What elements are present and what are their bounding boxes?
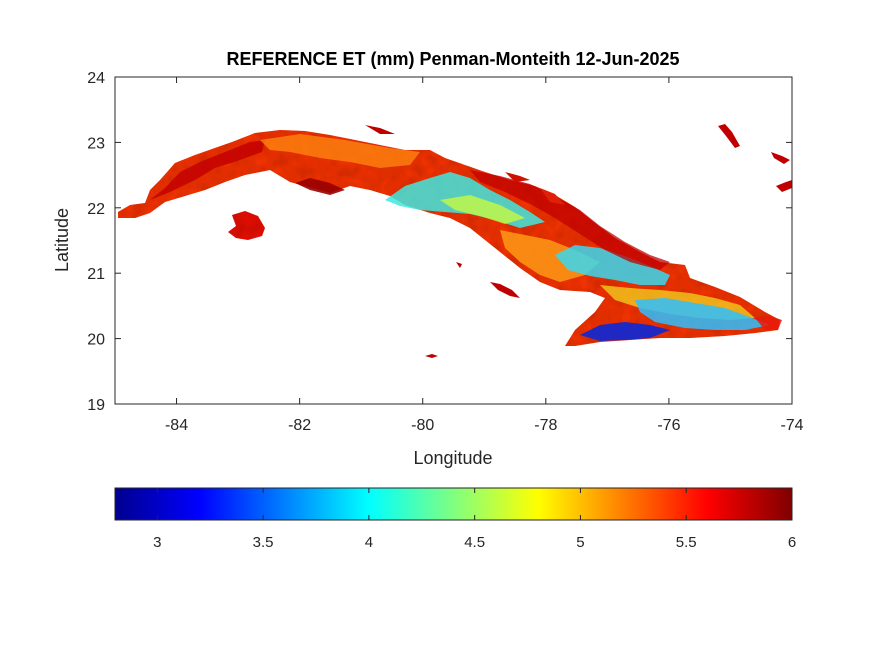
islet-south-3	[456, 262, 462, 268]
plot-frame	[114, 76, 793, 405]
colorbar-tick-label: 3.5	[253, 534, 274, 551]
x-axis-label: Longitude	[413, 448, 492, 468]
patch-camaguey-cyan	[555, 245, 670, 285]
colorbar-tick-label: 5.5	[676, 534, 697, 551]
islet-bahamas-2	[771, 152, 790, 164]
y-tick-label: 19	[87, 397, 105, 414]
patch-north-coast-dark	[470, 170, 670, 270]
chart-title: REFERENCE ET (mm) Penman-Monteith 12-Jun…	[226, 49, 679, 69]
islet-south-1	[425, 354, 438, 358]
colorbar-tick-label: 4	[365, 534, 373, 551]
patch-villaclara-yellow	[440, 195, 525, 224]
y-tick-label: 21	[87, 266, 105, 283]
y-axis-label: Latitude	[52, 208, 72, 272]
colorbar-tick-label: 3	[153, 534, 161, 551]
islet-south-2	[490, 282, 520, 298]
cayos-coco	[505, 172, 530, 182]
y-tick-label: 20	[87, 332, 105, 349]
x-tick-label: -74	[780, 417, 803, 434]
islet-bahamas-3	[776, 180, 792, 192]
colorbar-frame	[114, 487, 793, 521]
y-tick-label: 24	[87, 70, 105, 87]
x-tick-label: -80	[411, 417, 434, 434]
y-axis: 19 20 21 22 23 24	[87, 70, 792, 414]
isla-de-la-juventud	[228, 211, 265, 240]
y-tick-label: 23	[87, 135, 105, 152]
patch-east-cyan	[635, 298, 770, 330]
cayos-romano	[540, 188, 565, 205]
islet-bahamas-1	[718, 124, 740, 148]
colorbar-tick-label: 4.5	[464, 534, 485, 551]
colorbar: 3 3.5 4 4.5 5 5.5 6	[114, 487, 796, 551]
plot-background	[115, 77, 792, 404]
colorbar-tick-label: 5	[576, 534, 584, 551]
patch-east-red-tip	[755, 316, 782, 330]
patch-sierra-blue	[580, 322, 670, 341]
colorbar-tick-label: 6	[788, 534, 796, 551]
x-tick-label: -82	[288, 417, 311, 434]
colorbar-ticks: 3 3.5 4 4.5 5 5.5 6	[153, 488, 796, 551]
colorbar-gradient	[115, 488, 792, 520]
x-tick-label: -76	[657, 417, 680, 434]
cayos-north	[365, 125, 395, 134]
map-plot-area	[114, 76, 793, 405]
x-tick-label: -78	[534, 417, 557, 434]
y-tick-label: 22	[87, 201, 105, 218]
patch-west-dark	[150, 140, 265, 200]
cuba-et-field	[118, 124, 792, 358]
patch-central-orange	[260, 134, 420, 168]
patch-havana-dark	[295, 178, 345, 195]
x-axis: -84 -82 -80 -78 -76 -74	[165, 77, 804, 434]
x-tick-label: -84	[165, 417, 188, 434]
